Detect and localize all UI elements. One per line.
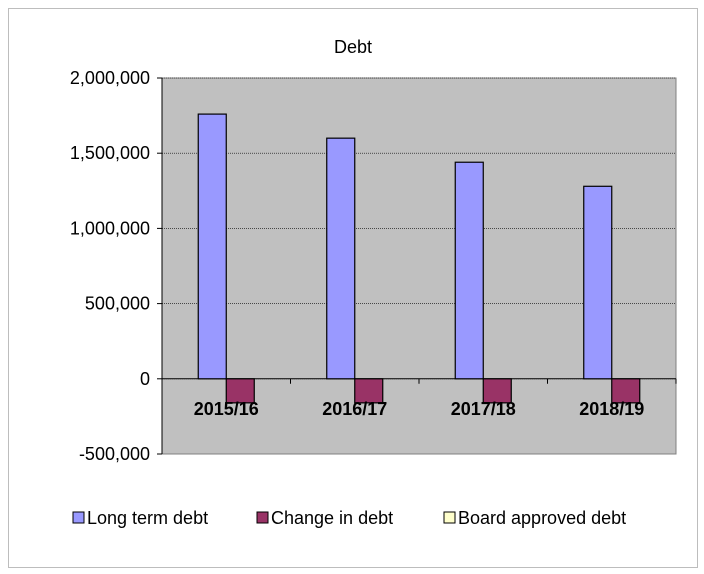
legend: Long term debt Change in debt Board approv…: [72, 508, 626, 528]
bar-long-term-debt: [583, 185, 613, 380]
chart-title: Debt: [334, 37, 372, 57]
bar-change-in-debt: [482, 378, 512, 404]
legend-label-long-term-debt: Long term debt: [87, 508, 208, 528]
bar-change-in-debt: [225, 378, 255, 404]
y-tick-label: 500,000: [85, 294, 150, 314]
bar-long-term-debt: [326, 137, 356, 380]
x-tick-label: 2016/17: [322, 399, 387, 419]
bar-change-in-debt: [354, 378, 384, 404]
y-tick-label: 2,000,000: [70, 68, 150, 88]
y-tick-label: -500,000: [79, 444, 150, 464]
legend-label-board-approved-debt: Board approved debt: [458, 508, 626, 528]
x-tick-label: 2017/18: [451, 399, 516, 419]
y-tick-label: 1,500,000: [70, 143, 150, 163]
legend-swatch-change-in-debt: [256, 511, 269, 524]
bar-long-term-debt: [197, 113, 227, 380]
x-tick-label: 2018/19: [579, 399, 644, 419]
y-tick-label: 0: [140, 369, 150, 389]
plot-area: 2,000,000 1,500,000 1,000,000 500,000 0 -500,…: [70, 68, 677, 464]
bar-change-in-debt: [611, 378, 641, 404]
bar-long-term-debt: [454, 161, 484, 380]
x-tick-label: 2015/16: [194, 399, 259, 419]
legend-label-change-in-debt: Change in debt: [271, 508, 393, 528]
legend-swatch-long-term-debt: [72, 511, 85, 524]
legend-swatch-board-approved-debt: [443, 511, 456, 524]
y-tick-label: 1,000,000: [70, 218, 150, 238]
